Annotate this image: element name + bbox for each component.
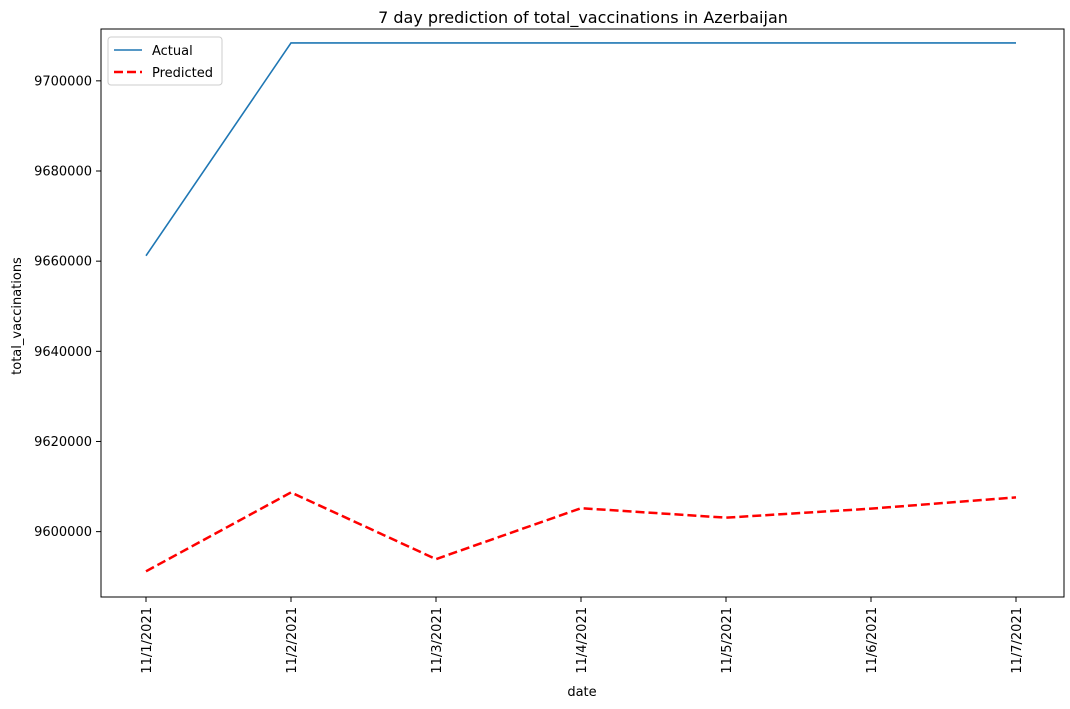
y-tick-label: 9660000 xyxy=(34,255,92,270)
legend-label-actual: Actual xyxy=(152,44,193,59)
y-tick-label: 9620000 xyxy=(34,435,92,450)
y-tick-label: 9680000 xyxy=(34,165,92,180)
y-axis-label: total_vaccinations xyxy=(10,257,25,375)
x-axis-label: date xyxy=(567,685,596,700)
x-tick-label: 11/6/2021 xyxy=(865,607,880,674)
legend: Actual Predicted xyxy=(107,36,223,86)
legend-label-predicted: Predicted xyxy=(152,66,213,81)
x-axis-ticks: 11/1/2021 11/2/2021 11/3/2021 11/4/2021 11/5… xyxy=(140,597,1025,674)
legend-frame xyxy=(107,36,223,86)
y-tick-label: 9640000 xyxy=(34,345,92,360)
x-tick-label: 11/7/2021 xyxy=(1010,607,1025,674)
x-tick-label: 11/1/2021 xyxy=(140,607,155,674)
y-axis-ticks: 9600000 9620000 9640000 9660000 9680000 97000… xyxy=(34,74,101,540)
x-tick-label: 11/2/2021 xyxy=(285,607,300,674)
chart-title: 7 day prediction of total_vaccinations i… xyxy=(378,8,788,28)
x-tick-label: 11/3/2021 xyxy=(430,607,445,674)
y-tick-label: 9700000 xyxy=(34,74,92,89)
x-tick-label: 11/5/2021 xyxy=(720,607,735,674)
series-layer xyxy=(145,42,1017,573)
y-tick-label: 9600000 xyxy=(34,525,92,540)
x-tick-label: 11/4/2021 xyxy=(575,607,590,674)
plot-area xyxy=(100,28,1065,598)
plot-frame xyxy=(100,28,1065,598)
